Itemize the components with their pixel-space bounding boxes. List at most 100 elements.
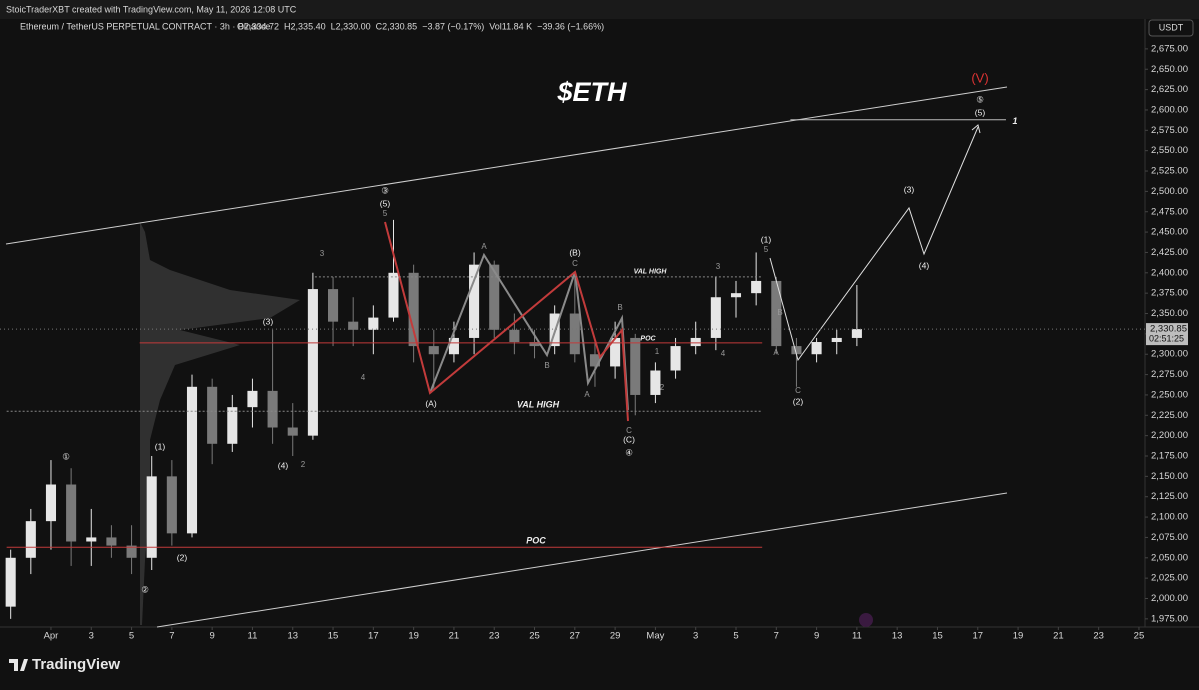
logo-mark bbox=[9, 659, 28, 671]
y-tick-label: 2,225.00 bbox=[1151, 410, 1188, 421]
level-label: 1 bbox=[1012, 116, 1017, 126]
wave-label: (4) bbox=[278, 460, 289, 470]
wave-label: (1) bbox=[761, 234, 772, 244]
countdown: 02:51:25 bbox=[1149, 333, 1184, 343]
x-tick-label: 13 bbox=[892, 631, 903, 642]
y-tick-label: 2,475.00 bbox=[1151, 206, 1188, 217]
symbol: Ethereum / TetherUS PERPETUAL CONTRACT ·… bbox=[20, 21, 270, 31]
credit-bar bbox=[0, 0, 1199, 19]
candle-body bbox=[25, 521, 36, 558]
event-icon bbox=[859, 613, 873, 627]
candle-body bbox=[851, 329, 862, 338]
x-tick-label: 5 bbox=[129, 631, 134, 642]
x-tick-label: 29 bbox=[610, 631, 621, 642]
wave-label: 2 bbox=[301, 460, 306, 469]
y-tick-label: 2,300.00 bbox=[1151, 349, 1188, 360]
candle-body bbox=[328, 289, 339, 322]
wave-label: A bbox=[773, 348, 779, 357]
candle-body bbox=[287, 427, 298, 436]
x-tick-label: 17 bbox=[368, 631, 379, 642]
x-tick-label: 25 bbox=[529, 631, 540, 642]
y-tick-label: 2,000.00 bbox=[1151, 593, 1188, 604]
ohlc-value: −3.87 (−0.17%) bbox=[422, 21, 484, 31]
ohlc-value: Vol11.84 K bbox=[489, 21, 532, 31]
y-tick-label: 2,550.00 bbox=[1151, 145, 1188, 156]
y-tick-label: 2,425.00 bbox=[1151, 247, 1188, 258]
wave-label: C bbox=[572, 259, 578, 268]
wave-label: C bbox=[795, 386, 801, 395]
x-tick-label: 19 bbox=[408, 631, 419, 642]
y-tick-label: 2,275.00 bbox=[1151, 369, 1188, 380]
candle-body bbox=[791, 346, 802, 355]
candle-body bbox=[348, 321, 359, 330]
level-label: VAL HIGH bbox=[634, 269, 668, 276]
wave-label: (A) bbox=[425, 398, 437, 408]
y-tick-label: 2,075.00 bbox=[1151, 532, 1188, 543]
y-tick-label: 2,600.00 bbox=[1151, 104, 1188, 115]
x-tick-label: 25 bbox=[1134, 631, 1145, 642]
ohlc-value: H2,335.40 bbox=[284, 21, 326, 31]
wave-label: ⑤ bbox=[976, 94, 984, 104]
candle-body bbox=[66, 484, 77, 542]
y-tick-label: 2,575.00 bbox=[1151, 125, 1188, 136]
candle-body bbox=[489, 264, 500, 330]
wave-label: ③ bbox=[381, 185, 389, 195]
candle-body bbox=[186, 386, 198, 534]
x-tick-label: 9 bbox=[814, 631, 819, 642]
candle-body bbox=[227, 407, 238, 444]
candle-body bbox=[247, 390, 258, 408]
x-tick-label: 17 bbox=[972, 631, 983, 642]
x-tick-label: 3 bbox=[89, 631, 94, 642]
x-tick-label: 7 bbox=[169, 631, 174, 642]
wave-label: 5 bbox=[764, 245, 769, 254]
logo: TradingView bbox=[32, 656, 120, 673]
candle-body bbox=[730, 293, 742, 298]
candle-body bbox=[166, 476, 177, 534]
wave-label: (4) bbox=[919, 260, 930, 270]
level-label: POC bbox=[640, 336, 656, 343]
candle-body bbox=[5, 557, 16, 607]
x-tick-label: 15 bbox=[328, 631, 339, 642]
candle-body bbox=[751, 280, 762, 294]
volume-profile bbox=[140, 222, 300, 625]
x-tick-label: 27 bbox=[570, 631, 581, 642]
last-price-label: 2,330.85 bbox=[1150, 324, 1187, 335]
channel-lower bbox=[156, 492, 1008, 628]
wave-label: (V) bbox=[971, 70, 988, 85]
x-tick-label: 15 bbox=[932, 631, 943, 642]
candle-body bbox=[670, 346, 681, 371]
y-tick-label: 2,625.00 bbox=[1151, 84, 1188, 95]
ohlc-value: O2,334.72 bbox=[237, 21, 279, 31]
wave-label: ② bbox=[141, 584, 149, 594]
y-tick-label: 2,350.00 bbox=[1151, 308, 1188, 319]
candle-body bbox=[106, 537, 117, 546]
candle-body bbox=[469, 264, 480, 338]
wave-label: A bbox=[481, 242, 487, 251]
x-tick-label: 23 bbox=[489, 631, 500, 642]
wave-label: B bbox=[777, 308, 782, 317]
candle-body bbox=[45, 484, 57, 522]
candle-body bbox=[650, 370, 661, 395]
y-tick-label: 2,450.00 bbox=[1151, 227, 1188, 238]
wave-label: 3 bbox=[320, 249, 325, 258]
last-price-box bbox=[1146, 323, 1188, 346]
wave-label: (1) bbox=[155, 441, 166, 451]
level-label: POC bbox=[526, 536, 546, 546]
candle-body bbox=[509, 329, 520, 343]
wave-label: 4 bbox=[721, 349, 726, 358]
ohlc-value: −39.36 (−1.66%) bbox=[537, 21, 604, 31]
candle-body bbox=[529, 342, 540, 347]
y-tick-label: 2,125.00 bbox=[1151, 491, 1188, 502]
candle-body bbox=[448, 337, 459, 355]
y-tick-label: 2,175.00 bbox=[1151, 451, 1188, 462]
wave-label: C bbox=[626, 426, 632, 435]
wave-label: 5 bbox=[383, 209, 388, 218]
y-tick-label: 2,375.00 bbox=[1151, 288, 1188, 299]
chart-title: $ETH bbox=[556, 77, 627, 107]
currency: USDT bbox=[1159, 22, 1184, 32]
x-tick-label: 11 bbox=[852, 631, 862, 642]
wave-path-red bbox=[384, 221, 629, 422]
x-tick-label: 9 bbox=[210, 631, 215, 642]
candle-body bbox=[267, 390, 278, 428]
